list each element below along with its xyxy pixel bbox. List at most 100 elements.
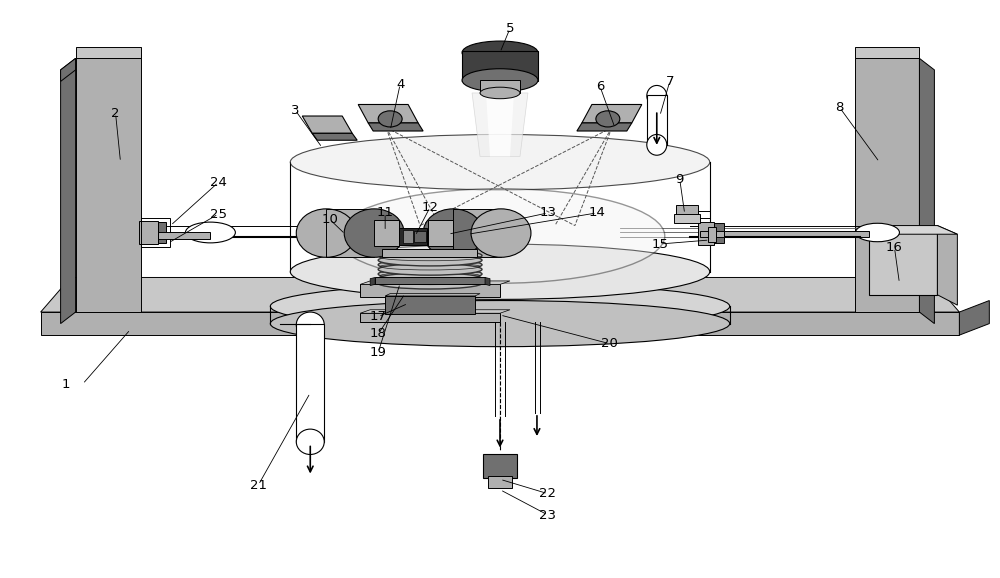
Bar <box>462 51 538 81</box>
Bar <box>428 220 453 246</box>
Polygon shape <box>358 105 418 123</box>
Polygon shape <box>869 225 957 234</box>
Text: 18: 18 <box>370 328 387 340</box>
Polygon shape <box>360 310 510 313</box>
Text: 16: 16 <box>886 241 903 254</box>
Bar <box>399 228 427 244</box>
Bar <box>714 223 724 243</box>
Polygon shape <box>937 225 957 305</box>
Text: 22: 22 <box>539 487 556 500</box>
Bar <box>453 209 501 257</box>
Ellipse shape <box>290 244 710 299</box>
Polygon shape <box>919 58 934 324</box>
Ellipse shape <box>647 135 667 155</box>
Polygon shape <box>855 47 919 58</box>
Bar <box>674 214 700 223</box>
Bar <box>488 476 512 488</box>
Polygon shape <box>41 312 959 335</box>
Text: 17: 17 <box>370 310 387 323</box>
Text: 12: 12 <box>422 201 439 214</box>
Text: 7: 7 <box>666 75 674 88</box>
Text: 5: 5 <box>506 22 514 35</box>
Text: 3: 3 <box>291 103 300 117</box>
Polygon shape <box>61 58 76 324</box>
Bar <box>296 324 324 442</box>
Bar <box>374 220 399 246</box>
Ellipse shape <box>423 209 483 257</box>
Ellipse shape <box>480 87 520 99</box>
Polygon shape <box>76 47 141 58</box>
Bar <box>360 284 500 297</box>
Bar <box>326 209 374 257</box>
Polygon shape <box>385 294 480 296</box>
Ellipse shape <box>462 69 538 92</box>
Bar <box>139 221 158 244</box>
Text: 6: 6 <box>596 80 604 92</box>
Text: 13: 13 <box>539 206 556 220</box>
Text: 23: 23 <box>539 509 556 521</box>
Text: 19: 19 <box>370 346 387 359</box>
Polygon shape <box>472 93 528 157</box>
Polygon shape <box>312 134 357 140</box>
Ellipse shape <box>344 209 404 257</box>
Bar <box>360 313 500 323</box>
Polygon shape <box>959 301 989 335</box>
Text: 9: 9 <box>676 173 684 186</box>
Ellipse shape <box>378 259 482 271</box>
Ellipse shape <box>378 273 482 284</box>
Bar <box>76 58 140 312</box>
Ellipse shape <box>290 135 710 190</box>
Bar <box>480 80 520 93</box>
Ellipse shape <box>647 86 667 106</box>
Polygon shape <box>360 281 510 284</box>
Bar <box>385 296 475 314</box>
Ellipse shape <box>296 429 324 454</box>
Bar <box>453 209 501 257</box>
Polygon shape <box>370 277 375 286</box>
Ellipse shape <box>856 223 899 242</box>
Ellipse shape <box>378 250 482 261</box>
Polygon shape <box>485 277 490 286</box>
Text: 24: 24 <box>210 176 227 189</box>
Polygon shape <box>368 123 423 131</box>
Bar <box>414 231 426 242</box>
Ellipse shape <box>378 264 482 275</box>
Ellipse shape <box>378 268 482 280</box>
Ellipse shape <box>296 209 356 257</box>
Polygon shape <box>302 116 352 134</box>
Bar <box>676 205 698 215</box>
Bar <box>700 231 724 237</box>
Ellipse shape <box>378 111 402 127</box>
Ellipse shape <box>378 277 482 289</box>
Text: 25: 25 <box>210 208 227 221</box>
Text: 1: 1 <box>61 377 70 391</box>
Text: 15: 15 <box>651 238 668 250</box>
Bar <box>158 232 210 239</box>
Ellipse shape <box>185 222 235 243</box>
Ellipse shape <box>296 312 324 338</box>
Ellipse shape <box>335 188 665 283</box>
Ellipse shape <box>270 283 730 329</box>
Bar <box>375 277 485 284</box>
Text: 14: 14 <box>588 206 605 220</box>
Polygon shape <box>577 123 632 131</box>
Bar <box>141 217 170 247</box>
Bar <box>326 209 374 257</box>
Ellipse shape <box>378 254 482 266</box>
Bar <box>724 231 869 237</box>
Text: 20: 20 <box>601 338 618 350</box>
Polygon shape <box>486 93 514 157</box>
Bar <box>403 230 413 243</box>
Polygon shape <box>582 105 642 123</box>
Text: 21: 21 <box>250 479 267 491</box>
Ellipse shape <box>471 209 531 257</box>
Polygon shape <box>41 277 959 312</box>
Bar <box>483 454 517 478</box>
Ellipse shape <box>462 41 538 64</box>
Bar <box>869 225 937 295</box>
Ellipse shape <box>270 301 730 347</box>
Bar <box>708 227 716 242</box>
Text: 8: 8 <box>835 101 844 114</box>
Bar <box>647 95 667 145</box>
Text: 11: 11 <box>377 206 394 220</box>
